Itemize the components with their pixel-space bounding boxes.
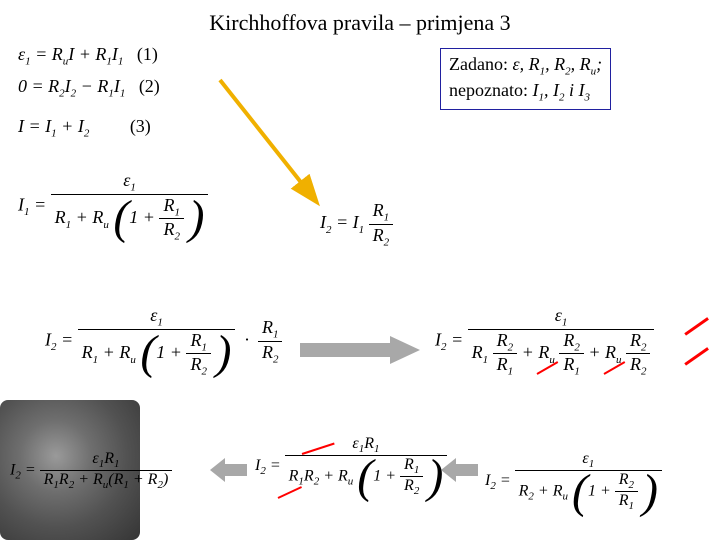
equation-I2-bottom-right: I2 = ε1 R2 + Ru (1 + R2R1 ) xyxy=(485,450,662,513)
